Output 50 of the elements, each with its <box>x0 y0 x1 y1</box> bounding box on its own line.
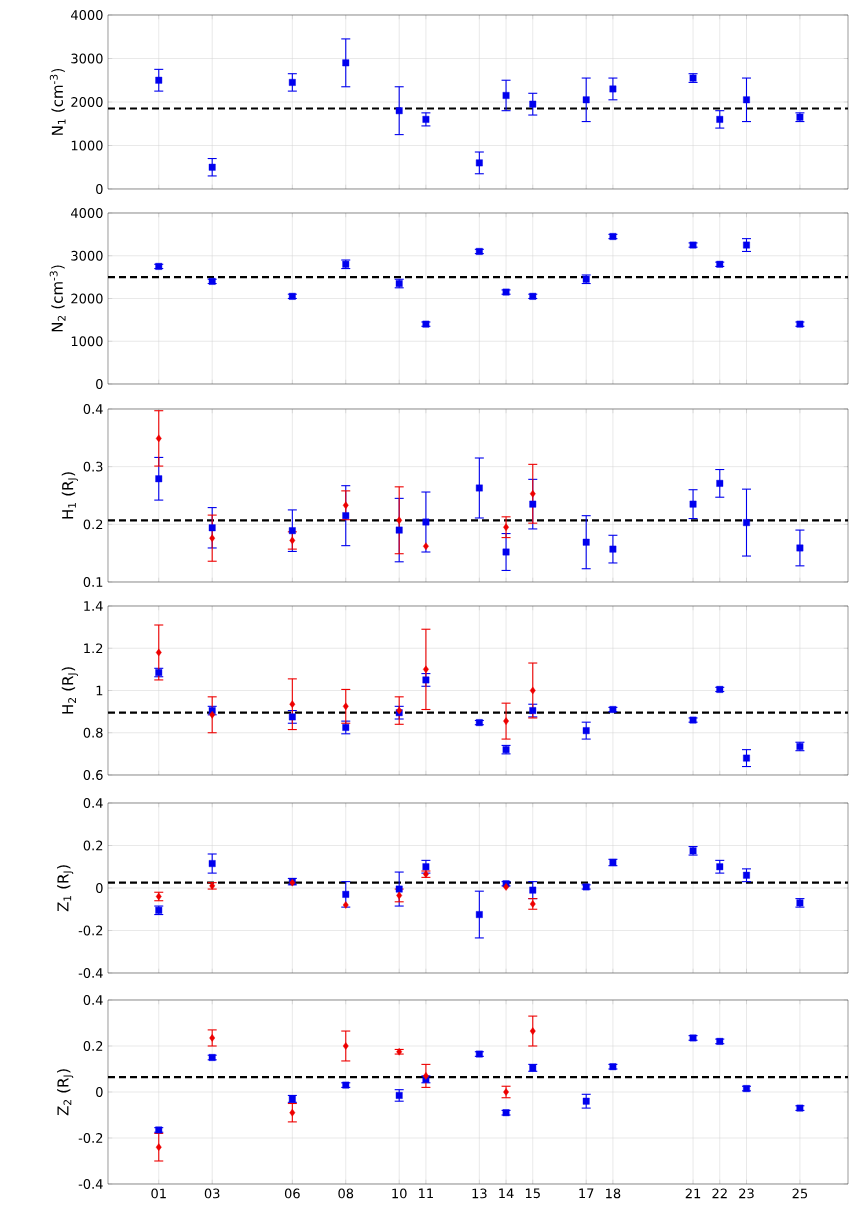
y-axis-title: N$_{1}$ (cm$^{-3}$) <box>49 68 66 135</box>
y-tick-label: 0.4 <box>83 798 103 808</box>
x-tick-label: 15 <box>525 1188 540 1199</box>
y-tick-label: 1000 <box>71 336 103 347</box>
x-tick-label: 13 <box>472 1188 487 1199</box>
y-tick-label: 1000 <box>71 140 103 151</box>
y-tick-label: 1.2 <box>84 643 103 654</box>
y-tick-label: 0.8 <box>83 727 103 738</box>
y-tick-label: 0 <box>96 184 103 194</box>
y-tick-label: 0.4 <box>83 404 103 414</box>
y-tick-label: -0.2 <box>78 925 103 936</box>
x-tick-label: 25 <box>792 1188 808 1199</box>
x-tick-label: 18 <box>606 1188 621 1199</box>
y-tick-label: 4000 <box>71 10 103 20</box>
y-tick-label: 0.2 <box>83 1041 103 1051</box>
y-tick-label: 0.6 <box>83 770 103 780</box>
y-tick-label: 0.3 <box>83 461 103 472</box>
y-tick-label: 3000 <box>71 53 103 64</box>
x-tick-label: 03 <box>204 1188 220 1199</box>
x-tick-label: 08 <box>338 1188 354 1199</box>
y-tick-label: 3000 <box>71 250 103 261</box>
x-tick-label: 14 <box>499 1188 514 1198</box>
y-tick-label: 0.2 <box>83 519 103 530</box>
x-tick-label: 10 <box>392 1188 407 1199</box>
y-tick-label: 0.1 <box>83 577 103 587</box>
y-tick-label: 0.2 <box>83 840 103 851</box>
y-tick-label: 0 <box>96 1087 103 1097</box>
y-tick-label: 2000 <box>71 97 103 107</box>
y-axis-title: Z$_{1}$ (R$_{J}$) <box>57 865 74 912</box>
x-tick-label: 21 <box>685 1188 701 1199</box>
y-axis-title: H$_{1}$ (R$_{J}$) <box>61 472 78 519</box>
y-axis-title: N$_{2}$ (cm$^{-3}$) <box>49 265 66 332</box>
y-tick-label: 0 <box>96 883 103 893</box>
x-tick-label: 11 <box>419 1188 433 1198</box>
x-tick-label: 22 <box>712 1188 727 1199</box>
y-axis-title: H$_{2}$ (R$_{J}$) <box>61 667 78 714</box>
y-tick-label: -0.4 <box>78 968 103 978</box>
y-axis-title: Z$_{2}$ (R$_{J}$) <box>57 1069 74 1116</box>
y-tick-label: -0.2 <box>78 1133 103 1143</box>
y-tick-label: 2000 <box>71 293 103 304</box>
x-tick-label: 06 <box>284 1188 300 1199</box>
x-tick-label: 17 <box>579 1188 594 1198</box>
y-tick-label: 4000 <box>71 208 103 218</box>
y-tick-label: 0.4 <box>83 995 103 1005</box>
y-tick-label: -0.4 <box>78 1179 103 1189</box>
y-tick-label: 0 <box>96 379 103 389</box>
y-tick-label: 1 <box>96 685 103 696</box>
x-tick-label: 23 <box>739 1188 754 1199</box>
x-tick-label: 01 <box>151 1188 166 1199</box>
y-tick-label: 1.4 <box>84 601 103 611</box>
